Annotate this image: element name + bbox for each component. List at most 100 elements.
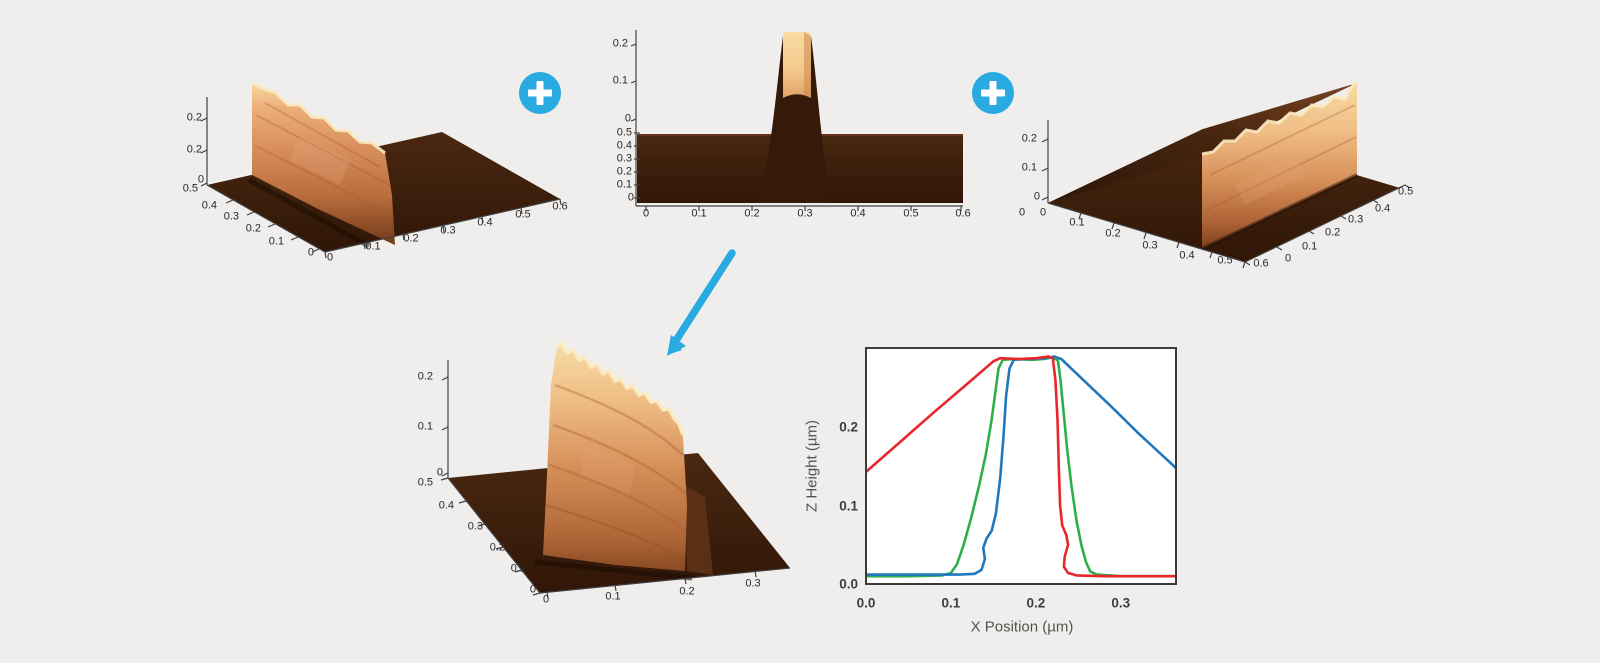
x-axis-label: X Position (µm) <box>970 618 1074 636</box>
axis-tick-label: 0.2 <box>679 585 695 598</box>
axis-tick-label: 0.0 <box>856 595 876 611</box>
axes <box>1041 120 1411 269</box>
cross-section-chart-graphic <box>865 347 1177 585</box>
axis-tick-label: 0.2 <box>839 419 858 435</box>
axis-tick-label: 0.3 <box>745 577 761 590</box>
ridge-texture <box>255 114 391 186</box>
axis-tick-label: 0.1 <box>839 498 858 514</box>
axis-tick-label: 0 <box>326 251 334 264</box>
ridge-top-highlight <box>1201 80 1359 156</box>
ridge-texture <box>253 144 393 216</box>
axis-tick-label: 0 <box>1039 206 1047 219</box>
axis-tick-label: 0.5 <box>903 207 919 220</box>
axes <box>630 30 963 211</box>
axis-tick-label: 0.6 <box>552 200 568 213</box>
arrow-graphic <box>667 249 736 356</box>
axis-tick-label: 0.1 <box>941 595 961 611</box>
right-tilt-profile-blue-line <box>865 355 1177 576</box>
axis-tick-label: 0.2 <box>417 370 433 383</box>
surface-plot-top-right: 0.2 0.1 0 0 0 0.1 0.2 0.3 0.4 0.5 0.6 0 0.1 0.2 0.3 0.4… <box>985 75 1420 275</box>
ridge-texture <box>1209 104 1356 176</box>
ridge-texture <box>548 463 686 532</box>
axis-tick-label: 0.5 <box>1398 185 1414 198</box>
surface-ridge <box>1202 81 1357 249</box>
axis-tick-label: 0 <box>529 583 536 596</box>
axis-tick-label: 0.1 <box>365 240 381 253</box>
axis-tick-label: 0.0 <box>839 576 858 592</box>
axis-tick-label: 0.1 <box>1302 240 1318 253</box>
ridge-texture <box>290 135 350 185</box>
cross-section-chart: Z Height (µm) X Position (µm) 0.0 0.1 0.2 0… <box>800 335 1200 650</box>
axis-tick-label: 0.2 <box>1325 226 1341 239</box>
ridge-texture <box>552 423 686 494</box>
axis-tick-label: 0 <box>542 593 550 606</box>
ridge-top-highlight <box>251 81 386 155</box>
axis-tick-label: 0.2 <box>616 165 632 178</box>
peak-side-shade <box>804 32 811 98</box>
surface-shadow-groove <box>247 177 371 249</box>
surface-plot-bottom-center: 0.2 0.1 0 0.5 0.4 0.3 0.2 0.1 0 0 0.1 0.2 0.3 <box>385 325 805 610</box>
axis-tick-label: 0.1 <box>1069 216 1085 229</box>
axis-tick-label: 0.6 <box>1253 257 1269 270</box>
chart-border <box>865 347 1177 585</box>
axis-tick-label: 0.5 <box>182 182 198 195</box>
axis-tick-label: 0 <box>1033 190 1040 203</box>
axis-tick-label: 0.2 <box>186 111 202 124</box>
peak-flanks <box>757 36 831 203</box>
ridge-texture <box>580 445 635 495</box>
chart-plot-area <box>866 348 1176 584</box>
axis-tick-label: 0.5 <box>616 126 632 139</box>
surface-plot-top-center-graphic <box>630 30 963 211</box>
axis-tick-label: 0.3 <box>440 224 456 237</box>
surface-plot-top-right-graphic <box>1041 80 1411 269</box>
axes <box>200 97 562 259</box>
axis-tick-label: 0.2 <box>403 232 419 245</box>
ridge-texture <box>1206 136 1357 211</box>
axis-tick-label: 0.3 <box>1142 239 1158 252</box>
surface-shadow-groove <box>534 559 693 581</box>
axis-tick-label: 0 <box>624 112 631 125</box>
axis-tick-label: 0.2 <box>1021 132 1037 145</box>
axis-tick-label: 0.1 <box>1021 161 1037 174</box>
axis-tick-label: 0 <box>627 191 634 204</box>
axis-tick-label: 0.6 <box>955 207 971 220</box>
arrow-down-left-icon <box>640 240 750 375</box>
axis-tick-label: 0.2 <box>1105 227 1121 240</box>
axis-tick-label: 0.3 <box>223 210 239 223</box>
axis-tick-label: 0 <box>1285 252 1292 265</box>
axis-tick-label: 0.2 <box>245 222 261 235</box>
surface-ridge <box>252 83 395 245</box>
plus-icon-graphic <box>972 72 1014 114</box>
ridge-texture <box>554 383 684 456</box>
axis-tick-label: 0 <box>1018 206 1026 219</box>
axis-tick-label: 0.4 <box>616 139 632 152</box>
axis-tick-label: 0.2 <box>1026 595 1046 611</box>
axis-tick-label: 0.4 <box>438 499 454 512</box>
axis-tick-label: 0.5 <box>515 208 531 221</box>
ridge-texture <box>544 503 686 562</box>
axis-tick-label: 0.1 <box>612 74 628 87</box>
axis-tick-label: 0.4 <box>1375 202 1391 215</box>
left-tilt-profile-red-line <box>865 355 1177 578</box>
axis-tick-label: 0 <box>307 246 314 259</box>
axis-tick-label: 0.1 <box>616 178 632 191</box>
surface-plot-top-left-graphic <box>200 81 562 259</box>
axis-tick-label: 0.5 <box>417 476 433 489</box>
axis-tick-label: 0.1 <box>510 562 526 575</box>
axis-tick-label: 0.2 <box>744 207 760 220</box>
plus-icon <box>519 72 561 114</box>
axis-tick-label: 0.1 <box>605 590 621 603</box>
axis-tick-label: 0.4 <box>477 216 493 229</box>
axes <box>440 360 791 599</box>
plus-icon <box>972 72 1014 114</box>
ridge-top-highlight <box>555 340 685 436</box>
axis-tick-label: 0.2 <box>489 541 505 554</box>
axis-tick-label: 0.2 <box>186 143 202 156</box>
surface-ridge <box>543 343 687 571</box>
axis-tick-label: 0.3 <box>616 152 632 165</box>
axis-tick-label: 0.1 <box>417 420 433 433</box>
axis-tick-label: 0.3 <box>467 520 483 533</box>
surface-plot-bottom-center-graphic <box>440 340 791 599</box>
surface-plot-top-center: 0.2 0.1 0 0.5 0.4 0.3 0.2 0.1 0 0 0.1 0.2 0.3 0.4 0.5 0… <box>590 10 980 220</box>
